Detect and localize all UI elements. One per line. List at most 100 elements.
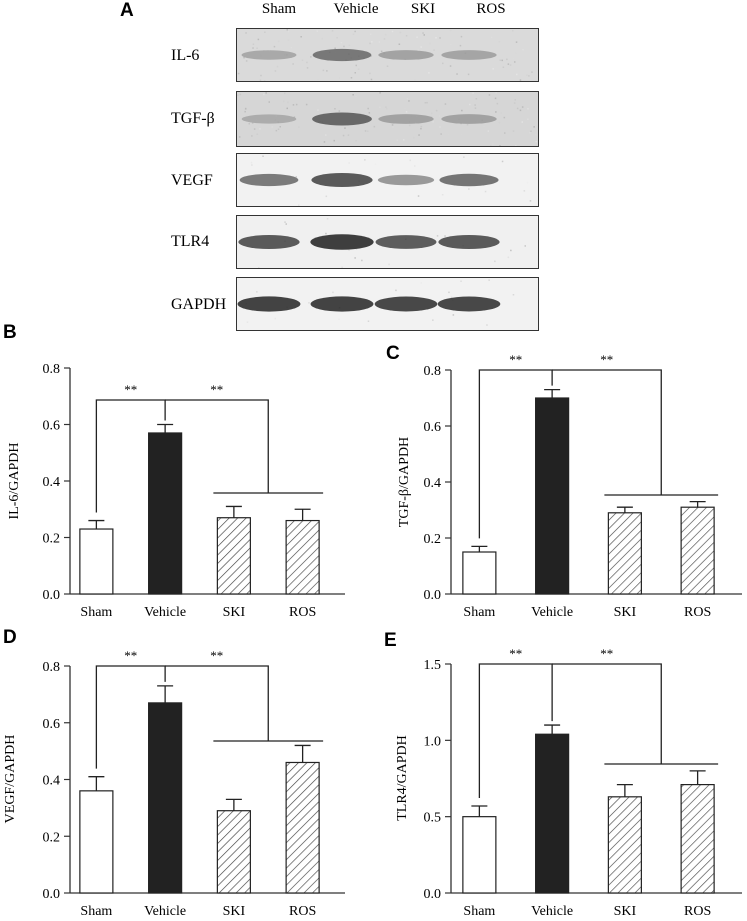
y-tick-label: 0.0 bbox=[424, 887, 442, 902]
significance-bracket-left bbox=[478, 369, 553, 539]
blot-band bbox=[237, 296, 301, 312]
blot-label-vegf: VEGF bbox=[171, 172, 213, 189]
chart-panel-d: 0.0 0.2 0.4 0.6 0.8 VEGF/GAPDH Sham Vehicle SKI R… bbox=[3, 648, 345, 919]
panel-letter-e: E bbox=[384, 630, 397, 651]
x-tick-label-vehicle: Vehicle bbox=[144, 605, 186, 620]
x-tick-label-ros: ROS bbox=[684, 904, 711, 919]
bar-vehicle bbox=[535, 733, 570, 894]
blot-band bbox=[438, 235, 500, 249]
significance-bracket-right bbox=[165, 399, 269, 493]
bar-vehicle bbox=[535, 397, 570, 595]
significance-mark-left: ** bbox=[124, 382, 137, 397]
x-tick-label-vehicle: Vehicle bbox=[531, 605, 573, 620]
blot-band bbox=[441, 50, 497, 60]
bar-sham bbox=[79, 790, 114, 894]
y-tick-label: 0.0 bbox=[43, 887, 61, 902]
blot-strip-tlr4 bbox=[236, 215, 539, 269]
y-axis-label: TLR4/GAPDH bbox=[395, 735, 410, 821]
y-tick-label: 0.4 bbox=[43, 774, 61, 789]
x-tick-label-ski: SKI bbox=[614, 904, 637, 919]
bar-ros bbox=[285, 761, 320, 894]
blot-band bbox=[375, 235, 437, 249]
blot-band bbox=[377, 174, 435, 186]
bar-ros bbox=[680, 506, 715, 595]
blot-label-tlr4: TLR4 bbox=[171, 233, 210, 250]
significance-mark-left: ** bbox=[509, 646, 522, 661]
significance-mark-right: ** bbox=[210, 382, 223, 397]
bar-sham bbox=[79, 528, 114, 595]
blot-band bbox=[441, 114, 497, 124]
bar-ski bbox=[216, 810, 251, 894]
bar-sham bbox=[462, 816, 497, 894]
y-axis-label: TGF-β/GAPDH bbox=[397, 437, 412, 527]
blot-strip-il6 bbox=[236, 28, 539, 82]
blot-band bbox=[378, 50, 434, 60]
significance-bracket-left bbox=[95, 665, 166, 769]
chart-panel-e: 0.0 0.5 1.0 1.5 TLR4/GAPDH Sham Vehicle SKI ROS *… bbox=[395, 646, 742, 919]
bar-sham bbox=[462, 551, 497, 595]
x-tick-label-vehicle: Vehicle bbox=[531, 904, 573, 919]
lane-header-sham: Sham bbox=[261, 1, 297, 17]
y-tick-label: 0.6 bbox=[43, 419, 61, 434]
significance-bracket-right bbox=[552, 369, 662, 495]
blot-strip-vegf bbox=[236, 153, 539, 207]
blot-band bbox=[310, 234, 374, 250]
lane-header-ros: ROS bbox=[476, 1, 506, 17]
chart-panel-b: 0.0 0.2 0.4 0.6 0.8 IL-6/GAPDH Sham Vehicle SKI R… bbox=[7, 362, 345, 620]
panel-letter-b: B bbox=[3, 322, 17, 343]
x-tick-label-ros: ROS bbox=[289, 605, 316, 620]
blot-band bbox=[241, 114, 297, 124]
bar-ski bbox=[216, 517, 251, 595]
y-tick-label: 0.6 bbox=[43, 717, 61, 732]
bar-vehicle bbox=[148, 702, 183, 894]
y-tick-label: 0.2 bbox=[43, 532, 61, 547]
significance-mark-left: ** bbox=[509, 352, 522, 367]
y-tick-label: 1.5 bbox=[424, 658, 442, 673]
significance-mark-right: ** bbox=[600, 646, 613, 661]
y-tick-label: 0.6 bbox=[424, 420, 442, 435]
y-tick-label: 0.4 bbox=[424, 476, 442, 491]
x-tick-label-ros: ROS bbox=[289, 904, 316, 919]
y-tick-label: 0.0 bbox=[43, 588, 61, 603]
y-tick-label: 0.0 bbox=[424, 588, 442, 603]
blot-strip-gapdh bbox=[236, 277, 539, 331]
significance-bracket-right bbox=[165, 665, 269, 741]
y-tick-label: 0.4 bbox=[43, 475, 61, 490]
y-tick-label: 0.2 bbox=[424, 532, 442, 547]
blot-band bbox=[241, 50, 297, 60]
y-tick-label: 0.2 bbox=[43, 830, 61, 845]
y-tick-label: 0.8 bbox=[424, 364, 442, 379]
blot-band bbox=[311, 173, 373, 187]
x-tick-label-ski: SKI bbox=[223, 904, 246, 919]
significance-bracket-right bbox=[552, 663, 662, 764]
significance-mark-right: ** bbox=[600, 352, 613, 367]
blot-band bbox=[239, 173, 299, 187]
blot-band bbox=[310, 296, 374, 312]
y-tick-label: 1.0 bbox=[424, 734, 442, 749]
blot-label-tgfb: TGF-β bbox=[171, 110, 215, 127]
y-tick-label: 0.8 bbox=[43, 660, 61, 675]
blot-band bbox=[238, 235, 300, 249]
panel-letter-a: A bbox=[120, 0, 134, 21]
x-tick-label-sham: Sham bbox=[80, 904, 112, 919]
blot-strip-tgfb bbox=[236, 91, 539, 147]
blot-band bbox=[439, 173, 499, 187]
blot-band bbox=[312, 48, 372, 62]
bar-ros bbox=[680, 784, 715, 894]
blot-label-gapdh: GAPDH bbox=[171, 296, 227, 313]
bar-vehicle bbox=[148, 432, 183, 595]
panel-letter-c: C bbox=[386, 343, 400, 364]
chart-panel-c: 0.0 0.2 0.4 0.6 0.8 TGF-β/GAPDH Sham Vehicle SKI… bbox=[397, 352, 742, 620]
y-axis-label: VEGF/GAPDH bbox=[3, 735, 18, 824]
blot-band bbox=[312, 112, 372, 126]
x-tick-label-sham: Sham bbox=[463, 904, 495, 919]
x-tick-label-vehicle: Vehicle bbox=[144, 904, 186, 919]
bar-ski bbox=[607, 512, 642, 595]
panel-letter-d: D bbox=[3, 627, 17, 648]
blot-band bbox=[437, 296, 501, 312]
blot-band bbox=[378, 114, 434, 124]
significance-bracket-left bbox=[95, 399, 166, 513]
bar-ski bbox=[607, 796, 642, 894]
significance-mark-left: ** bbox=[124, 648, 137, 663]
blot-label-il6: IL-6 bbox=[171, 47, 200, 64]
